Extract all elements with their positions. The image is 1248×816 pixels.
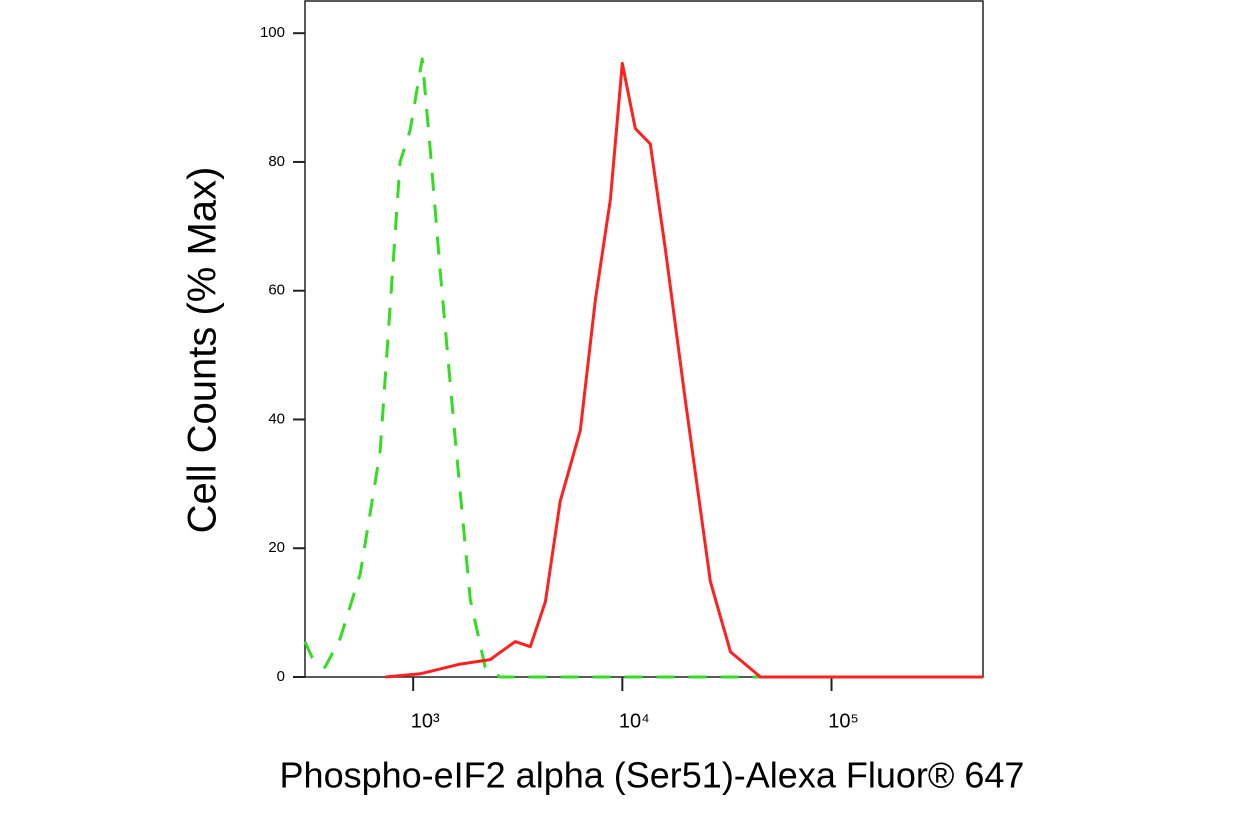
x-tick-label: 10⁴ — [619, 710, 650, 732]
y-tick-label: 100 — [260, 24, 285, 41]
x-axis-title: Phospho-eIF2 alpha (Ser51)-Alexa Fluor® … — [280, 755, 1025, 796]
y-tick-label: 40 — [268, 410, 285, 427]
y-tick-label: 80 — [268, 153, 285, 170]
y-tick-label: 60 — [268, 282, 285, 299]
x-tick-label: 10⁵ — [828, 710, 859, 732]
x-tick-label: 10³ — [411, 710, 440, 732]
data-line — [385, 61, 983, 679]
plot-frame — [304, 0, 984, 678]
data-line — [303, 57, 983, 679]
y-tick-label: 0 — [277, 668, 285, 685]
y-axis-title: Cell Counts (% Max) — [181, 167, 225, 534]
y-tick-label: 20 — [268, 539, 285, 556]
